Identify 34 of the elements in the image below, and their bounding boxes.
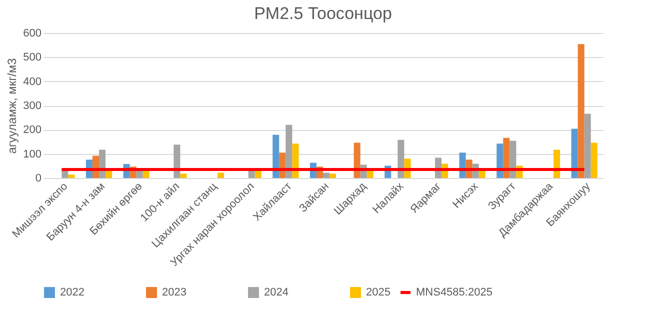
legend-label: MNS4585:2025 — [416, 286, 492, 298]
bar — [323, 172, 330, 178]
chart-title: PM2.5 Тоосонцор — [254, 4, 392, 23]
bar — [554, 150, 560, 178]
y-axis-title: агууламж, мкг/м3 — [5, 58, 20, 154]
bar — [590, 142, 598, 178]
legend-label: 2022 — [60, 286, 84, 299]
y-tick-label: 200 — [23, 124, 42, 136]
y-tick-label: 0 — [35, 172, 42, 184]
bar — [571, 128, 578, 178]
y-tick-label: 300 — [23, 100, 42, 112]
bar — [218, 172, 224, 178]
y-tick-label: 100 — [23, 148, 42, 160]
bar — [354, 142, 360, 178]
y-tick-label: 600 — [23, 28, 42, 40]
bar — [292, 144, 299, 178]
bar — [180, 174, 187, 178]
bar — [99, 150, 106, 178]
bar — [272, 134, 280, 178]
bar — [398, 140, 404, 178]
y-tick-label: 400 — [23, 76, 42, 88]
bar — [68, 174, 75, 178]
bar — [578, 44, 584, 178]
bar — [286, 124, 292, 178]
legend-label: 2024 — [264, 286, 288, 299]
bar — [510, 140, 516, 178]
bar — [503, 138, 510, 178]
legend-label: 2025 — [366, 286, 390, 299]
bar — [584, 114, 591, 178]
legend-label: 2023 — [162, 286, 186, 299]
bar — [330, 174, 336, 178]
bar — [174, 144, 180, 178]
y-tick-label: 500 — [23, 52, 42, 64]
bar — [496, 144, 504, 178]
